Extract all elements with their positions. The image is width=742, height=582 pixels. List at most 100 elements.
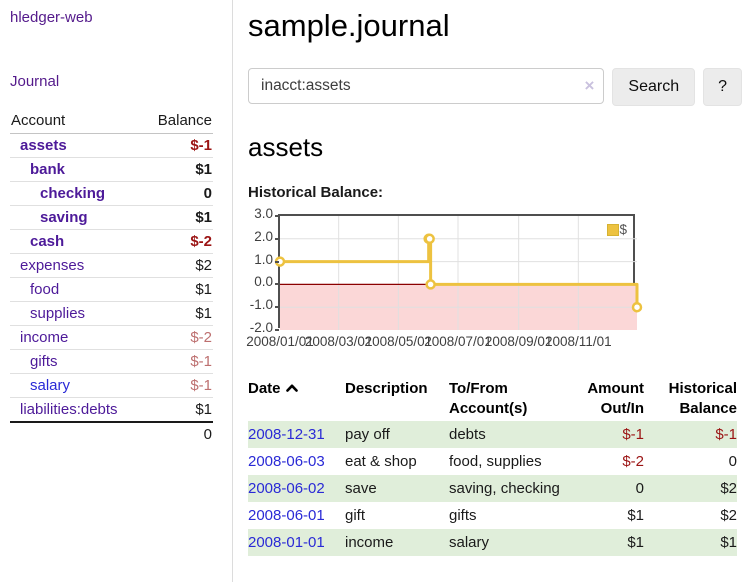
- account-cell: salary: [10, 373, 144, 398]
- account-cell: liabilities:debts: [10, 397, 144, 423]
- account-balance: $2: [143, 253, 213, 278]
- search-input[interactable]: [248, 68, 605, 104]
- accounts-body: assets $-1 bank $1 checking 0 saving $1 cash $-2 e…: [10, 133, 213, 423]
- account-row: expenses $2: [10, 253, 213, 278]
- account-cell: checking: [10, 181, 144, 206]
- y-tick-mark: [275, 237, 279, 240]
- sidebar: hledger-web Journal Account Balance asse…: [0, 0, 233, 582]
- account-row: supplies $1: [10, 301, 213, 326]
- account-link[interactable]: food: [30, 281, 60, 298]
- account-row: income $-2: [10, 325, 213, 350]
- account-balance: 0: [143, 181, 213, 206]
- account-link[interactable]: salary: [30, 377, 71, 394]
- transaction-description: save: [345, 480, 377, 497]
- transaction-date-cell: 2008-06-01: [248, 502, 345, 529]
- transaction-description: eat & shop: [345, 453, 417, 470]
- y-tick-label: 1.0: [254, 251, 273, 267]
- account-link[interactable]: cash: [30, 233, 65, 250]
- search-button[interactable]: Search: [612, 68, 696, 106]
- transaction-accounts: gifts: [449, 507, 477, 524]
- account-link[interactable]: liabilities:debts: [20, 401, 118, 418]
- account-heading: assets: [248, 132, 324, 162]
- account-link[interactable]: checking: [40, 185, 106, 202]
- account-link[interactable]: income: [20, 329, 69, 346]
- accounts-total-row: 0: [10, 421, 213, 446]
- x-tick-label: 2008/05/01: [364, 334, 433, 349]
- transaction-date-cell: 2008-12-31: [248, 421, 345, 448]
- transactions-body: 2008-12-31 pay off debts $-1 $-1 2008-06-03 ea…: [248, 421, 737, 556]
- chart-x-axis-labels: 2008/01/01 2008/03/01 2008/05/01 2008/07/01…: [246, 334, 637, 352]
- account-link[interactable]: expenses: [20, 257, 85, 274]
- chart-title: Historical Balance:: [248, 184, 384, 201]
- col-header-accounts: To/From Account(s): [449, 380, 528, 417]
- accounts-header-row: Account Balance: [10, 109, 213, 134]
- account-row: food $1: [10, 277, 213, 302]
- transaction-balance: $-1: [715, 426, 737, 443]
- account-cell: gifts: [10, 349, 144, 374]
- accounts-total-value: 0: [143, 421, 213, 446]
- col-header-date[interactable]: Date: [248, 377, 345, 421]
- transaction-amount: 0: [635, 480, 644, 497]
- historical-balance-chart: 3.0 2.0 1.0 0.0 -1.0 -2.0 $ 2008/01/01 2008/03…: [246, 206, 668, 356]
- account-balance: $1: [143, 397, 213, 423]
- account-row: checking 0: [10, 181, 213, 206]
- account-link[interactable]: assets: [20, 137, 67, 154]
- account-balance: $-1: [143, 349, 213, 374]
- transaction-row: 2008-06-02 save saving, checking 0 $2: [248, 475, 737, 502]
- x-tick-label: 2008/11/01: [545, 334, 612, 349]
- accounts-total-spacer: [10, 421, 144, 446]
- transaction-row: 2008-06-01 gift gifts $1 $2: [248, 502, 737, 529]
- transaction-amount: $1: [627, 507, 644, 524]
- account-link[interactable]: supplies: [30, 305, 86, 322]
- transaction-balance: $2: [720, 507, 737, 524]
- transaction-accounts: saving, checking: [449, 480, 560, 497]
- chart-canvas: [274, 216, 643, 330]
- help-button[interactable]: ?: [703, 68, 742, 106]
- account-balance: $-2: [143, 325, 213, 350]
- account-balance: $1: [143, 205, 213, 230]
- x-tick-label: 2008/03/01: [304, 334, 373, 349]
- transaction-date-link[interactable]: 2008-01-01: [248, 534, 325, 551]
- y-tick-mark: [275, 283, 279, 286]
- account-cell: bank: [10, 157, 144, 182]
- account-balance: $1: [143, 301, 213, 326]
- transaction-balance: $1: [720, 534, 737, 551]
- account-cell: food: [10, 277, 144, 302]
- account-link[interactable]: saving: [40, 209, 88, 226]
- y-tick-label: -2.0: [249, 320, 273, 335]
- brand: hledger-web: [10, 9, 222, 26]
- transaction-date-cell: 2008-06-03: [248, 448, 345, 475]
- account-balance: $-1: [143, 133, 213, 158]
- account-link[interactable]: gifts: [30, 353, 58, 370]
- transaction-date-link[interactable]: 2008-06-02: [248, 480, 325, 497]
- account-cell: cash: [10, 229, 144, 254]
- transaction-date-cell: 2008-06-02: [248, 475, 345, 502]
- transaction-date-link[interactable]: 2008-12-31: [248, 426, 325, 443]
- transaction-description: pay off: [345, 426, 390, 443]
- accounts-header-balance: Balance: [143, 109, 213, 134]
- transactions-table: Date Description To/From Account(s) Amou…: [248, 377, 737, 556]
- transaction-accounts: debts: [449, 426, 486, 443]
- transaction-description: gift: [345, 507, 366, 524]
- brand-link[interactable]: hledger-web: [10, 9, 93, 26]
- transaction-date-link[interactable]: 2008-06-01: [248, 507, 325, 524]
- transaction-accounts: food, supplies: [449, 453, 542, 470]
- sidebar-item-journal[interactable]: Journal: [10, 73, 60, 90]
- account-link[interactable]: bank: [30, 161, 66, 178]
- accounts-header-account: Account: [10, 109, 144, 134]
- y-tick-mark: [275, 329, 279, 331]
- transaction-date-link[interactable]: 2008-06-03: [248, 453, 325, 470]
- account-row: gifts $-1: [10, 349, 213, 374]
- x-tick-label: 2008/09/01: [484, 334, 553, 349]
- transaction-row: 2008-12-31 pay off debts $-1 $-1: [248, 421, 737, 448]
- col-header-balance: Historical Balance: [668, 380, 737, 417]
- sidebar-nav: Journal: [10, 73, 222, 90]
- legend-label: $: [619, 222, 627, 237]
- clear-search-icon[interactable]: ×: [584, 76, 595, 95]
- y-tick-label: 0.0: [254, 274, 273, 290]
- account-cell: saving: [10, 205, 144, 230]
- y-tick-mark: [275, 215, 279, 217]
- account-cell: supplies: [10, 301, 144, 326]
- transactions-header-row: Date Description To/From Account(s) Amou…: [248, 377, 737, 421]
- account-cell: expenses: [10, 253, 144, 278]
